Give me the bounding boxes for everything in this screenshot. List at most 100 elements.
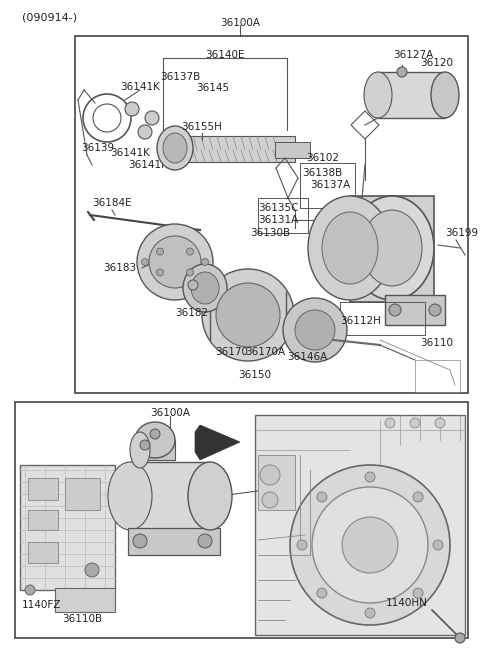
- Text: 36145: 36145: [196, 83, 229, 93]
- Circle shape: [317, 492, 327, 502]
- Bar: [275, 142, 310, 158]
- Bar: [20, 465, 115, 590]
- Circle shape: [290, 465, 450, 625]
- Ellipse shape: [130, 432, 150, 468]
- Bar: [378, 72, 445, 118]
- Circle shape: [133, 534, 147, 548]
- Circle shape: [85, 563, 99, 577]
- Circle shape: [188, 280, 198, 290]
- Ellipse shape: [188, 462, 232, 530]
- Bar: [300, 163, 355, 208]
- Text: 36131A: 36131A: [258, 215, 298, 225]
- Bar: [65, 478, 100, 510]
- Bar: [28, 542, 58, 563]
- Ellipse shape: [183, 264, 227, 312]
- Ellipse shape: [322, 212, 378, 284]
- Circle shape: [365, 608, 375, 618]
- Text: 36146A: 36146A: [287, 352, 327, 362]
- Text: (090914-): (090914-): [22, 12, 77, 22]
- Text: 36137A: 36137A: [310, 180, 350, 190]
- Text: 36184E: 36184E: [92, 198, 132, 208]
- Ellipse shape: [163, 133, 187, 163]
- Bar: [28, 510, 58, 530]
- Circle shape: [342, 517, 398, 573]
- Bar: [258, 455, 295, 510]
- Circle shape: [312, 487, 428, 603]
- Text: 36110B: 36110B: [62, 614, 102, 624]
- Text: 36183: 36183: [103, 263, 136, 273]
- Circle shape: [410, 418, 420, 428]
- Ellipse shape: [191, 272, 219, 304]
- Circle shape: [140, 440, 150, 450]
- Ellipse shape: [216, 283, 280, 347]
- Ellipse shape: [295, 310, 335, 350]
- Text: 36170A: 36170A: [245, 347, 285, 357]
- Ellipse shape: [431, 72, 459, 118]
- Bar: [15, 402, 468, 638]
- Text: 36199: 36199: [445, 228, 478, 238]
- Polygon shape: [195, 425, 240, 460]
- Text: 36137B: 36137B: [160, 72, 200, 82]
- Bar: [55, 588, 115, 612]
- Bar: [255, 415, 465, 635]
- Circle shape: [455, 633, 465, 643]
- Bar: [258, 198, 308, 233]
- Text: 36112H: 36112H: [340, 316, 381, 326]
- Text: 36141K: 36141K: [110, 148, 150, 158]
- Circle shape: [202, 259, 208, 265]
- Text: 36102: 36102: [307, 153, 339, 163]
- Circle shape: [435, 418, 445, 428]
- Text: 36138B: 36138B: [302, 168, 342, 178]
- Circle shape: [156, 269, 164, 276]
- Ellipse shape: [157, 126, 193, 170]
- Bar: [140, 440, 175, 460]
- Text: 36182: 36182: [175, 308, 209, 318]
- Bar: [210, 292, 286, 340]
- Circle shape: [260, 465, 280, 485]
- Ellipse shape: [137, 224, 213, 300]
- Circle shape: [142, 259, 148, 265]
- Circle shape: [187, 248, 193, 255]
- Bar: [415, 360, 460, 392]
- Circle shape: [125, 102, 139, 116]
- Circle shape: [150, 429, 160, 439]
- Text: 36141K: 36141K: [128, 160, 168, 170]
- Bar: [130, 462, 210, 530]
- Circle shape: [145, 111, 159, 125]
- Bar: [28, 478, 58, 500]
- Text: 36170: 36170: [215, 347, 248, 357]
- Text: 36135C: 36135C: [258, 203, 299, 213]
- Text: 1140HN: 1140HN: [386, 598, 428, 608]
- Text: 36100A: 36100A: [150, 408, 190, 418]
- Circle shape: [397, 67, 407, 77]
- Circle shape: [156, 248, 164, 255]
- Ellipse shape: [108, 462, 152, 530]
- Circle shape: [385, 418, 395, 428]
- Circle shape: [429, 304, 441, 316]
- Ellipse shape: [202, 269, 294, 361]
- Text: 36100A: 36100A: [220, 18, 260, 28]
- Ellipse shape: [283, 298, 347, 362]
- Text: 36120: 36120: [420, 58, 453, 68]
- Ellipse shape: [308, 196, 392, 300]
- Circle shape: [198, 534, 212, 548]
- Text: 36130B: 36130B: [250, 228, 290, 238]
- Text: 36127A: 36127A: [393, 50, 433, 60]
- Circle shape: [187, 269, 193, 276]
- Circle shape: [433, 540, 443, 550]
- Bar: [340, 302, 425, 335]
- Text: 36110: 36110: [420, 338, 453, 348]
- Text: 36140E: 36140E: [205, 50, 245, 60]
- Circle shape: [25, 585, 35, 595]
- Circle shape: [365, 472, 375, 482]
- Bar: [128, 528, 220, 555]
- Bar: [175, 136, 295, 162]
- Bar: [75, 36, 468, 393]
- Ellipse shape: [350, 196, 434, 300]
- Ellipse shape: [149, 236, 201, 288]
- Ellipse shape: [362, 210, 422, 286]
- Ellipse shape: [135, 422, 175, 458]
- Text: 36150: 36150: [239, 370, 272, 380]
- Text: 36141K: 36141K: [120, 82, 160, 92]
- Circle shape: [389, 304, 401, 316]
